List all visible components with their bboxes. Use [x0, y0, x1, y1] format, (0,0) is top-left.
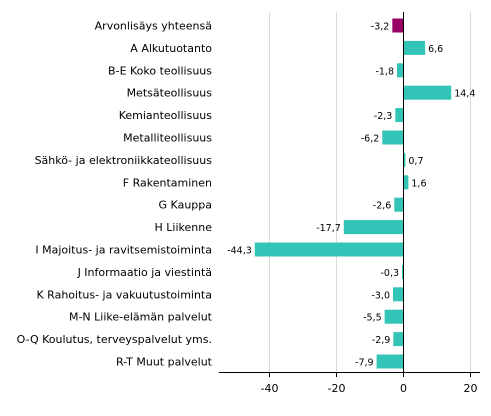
- value-label: -0,3: [380, 268, 399, 279]
- value-label: -7,9: [355, 358, 374, 369]
- bar: [403, 40, 426, 55]
- category-label: O-Q Koulutus, terveyspalvelut yms.: [17, 333, 212, 346]
- bar: [393, 287, 404, 302]
- bar: [382, 130, 404, 145]
- category-labels: Arvonlisäys yhteensä A Alkutuotanto B-E Ko…: [17, 20, 213, 369]
- value-labels: -3,2 6,6 -1,8 14,4 -2,3 -6,2 0,7 1,6 -2,6 -17,7 -4…: [227, 22, 475, 369]
- bars: [254, 18, 452, 369]
- value-label: -2,3: [374, 111, 393, 122]
- x-tick-label: -40: [261, 382, 279, 395]
- value-label: -3,0: [371, 290, 390, 301]
- bar: [402, 264, 404, 279]
- bar: [403, 152, 406, 167]
- value-label: -1,8: [375, 66, 394, 77]
- category-label: H Liikenne: [155, 221, 213, 234]
- value-label: 1,6: [411, 178, 426, 189]
- x-tick-label: 20: [464, 382, 478, 395]
- category-label: Metalliteollisuus: [123, 132, 212, 145]
- x-tick-label: 0: [400, 382, 407, 395]
- value-label: -3,2: [371, 22, 390, 33]
- value-label: -2,9: [372, 335, 391, 346]
- value-label: 6,6: [428, 44, 443, 55]
- category-label: K Rahoitus- ja vakuutustoiminta: [36, 288, 212, 301]
- bar: [343, 220, 404, 235]
- bar: [392, 18, 404, 33]
- category-label: B-E Koko teollisuus: [108, 64, 212, 77]
- value-label: -17,7: [316, 223, 341, 234]
- bar: [254, 242, 404, 257]
- bar: [376, 354, 404, 369]
- x-tick-label: -20: [328, 382, 346, 395]
- category-label: Arvonlisäys yhteensä: [95, 20, 212, 33]
- bar: [384, 309, 404, 324]
- category-label: J Informaatio ja viestintä: [77, 266, 212, 279]
- x-axis: -40 -20 0 20: [219, 12, 480, 395]
- value-label: -44,3: [227, 246, 252, 257]
- value-label: -5,5: [363, 313, 382, 324]
- category-label: R-T Muut palvelut: [116, 356, 213, 369]
- value-label: -6,2: [361, 134, 380, 145]
- bar: [397, 63, 404, 78]
- value-label: 0,7: [408, 156, 423, 167]
- category-label: F Rakentaminen: [123, 176, 212, 189]
- category-label: Sähkö- ja elektroniikkateollisuus: [35, 154, 213, 167]
- bar: [403, 175, 409, 190]
- gridlines: [269, 12, 471, 372]
- category-label: A Alkutuotanto: [130, 42, 212, 55]
- value-label: 14,4: [454, 89, 475, 100]
- bar: [393, 332, 404, 347]
- bar: [395, 108, 404, 123]
- category-label: Metsäteollisuus: [127, 87, 213, 100]
- bar: [394, 197, 404, 212]
- bar: [403, 85, 452, 100]
- category-label: M-N Liike-elämän palvelut: [69, 311, 213, 324]
- category-label: I Majoitus- ja ravitsemistoiminta: [35, 244, 212, 257]
- category-label: Kemianteollisuus: [119, 109, 213, 122]
- value-label: -2,6: [373, 201, 392, 212]
- category-label: G Kauppa: [159, 199, 212, 212]
